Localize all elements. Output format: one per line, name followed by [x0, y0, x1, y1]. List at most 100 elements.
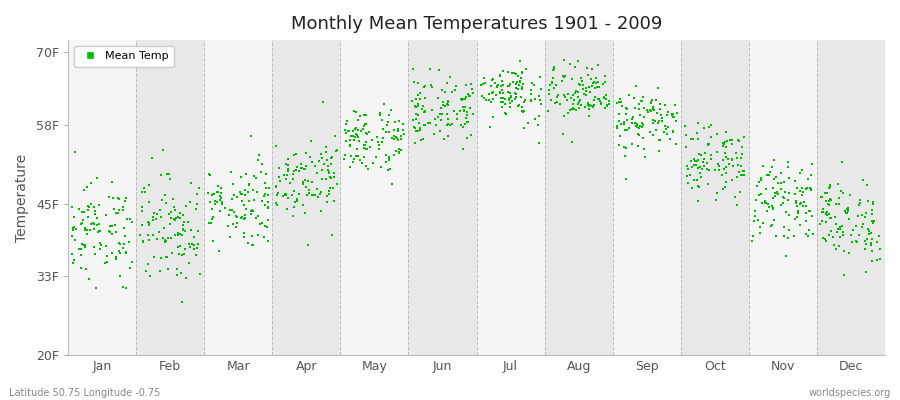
Point: [680, 173, 695, 180]
Bar: [273, 40, 340, 355]
Point: [237, 216, 251, 222]
Point: [190, 244, 204, 251]
Point: [379, 152, 393, 158]
Point: [836, 190, 850, 197]
Point: [716, 186, 731, 192]
Point: [164, 235, 178, 242]
Point: [599, 96, 614, 102]
Bar: [204, 40, 273, 355]
Point: [389, 147, 403, 154]
Point: [821, 201, 835, 207]
Point: [548, 100, 562, 106]
Point: [285, 212, 300, 219]
Point: [799, 184, 814, 191]
Point: [737, 134, 751, 140]
Point: [660, 131, 674, 138]
Point: [299, 184, 313, 190]
Point: [591, 96, 606, 102]
Point: [416, 103, 430, 109]
Point: [689, 158, 704, 164]
Point: [513, 78, 527, 85]
Point: [799, 203, 814, 209]
Point: [250, 156, 265, 163]
Point: [485, 114, 500, 120]
Point: [575, 78, 590, 84]
Point: [93, 228, 107, 234]
Point: [65, 203, 79, 210]
Point: [572, 80, 586, 87]
Point: [182, 260, 196, 266]
Point: [315, 176, 329, 182]
Point: [454, 97, 469, 103]
Point: [147, 210, 161, 216]
Point: [349, 130, 364, 137]
Point: [567, 64, 581, 70]
Point: [766, 206, 780, 212]
Point: [542, 91, 556, 98]
Point: [269, 183, 284, 190]
Point: [235, 191, 249, 198]
Point: [629, 83, 643, 89]
Point: [490, 82, 504, 89]
Point: [678, 122, 692, 129]
Point: [634, 120, 649, 126]
Point: [724, 176, 739, 183]
Point: [780, 196, 795, 203]
Point: [346, 108, 361, 114]
Point: [376, 134, 391, 141]
Point: [136, 238, 150, 245]
Point: [831, 226, 845, 232]
Point: [119, 285, 133, 291]
Point: [581, 106, 596, 113]
Point: [580, 65, 594, 72]
Point: [760, 208, 774, 215]
Point: [459, 115, 473, 121]
Point: [485, 77, 500, 84]
Point: [824, 214, 838, 221]
Point: [769, 190, 783, 196]
Point: [545, 67, 560, 73]
Point: [322, 191, 337, 197]
Point: [156, 235, 170, 241]
Point: [176, 226, 191, 233]
Point: [518, 66, 533, 72]
Point: [568, 90, 582, 97]
Point: [241, 189, 256, 196]
Point: [156, 146, 170, 153]
Point: [234, 215, 248, 222]
Point: [369, 134, 383, 140]
Point: [251, 232, 266, 239]
Point: [204, 220, 219, 226]
Point: [78, 244, 93, 250]
Point: [618, 176, 633, 182]
Point: [168, 207, 183, 214]
Point: [163, 221, 177, 227]
Point: [109, 254, 123, 260]
Point: [560, 96, 574, 103]
Point: [496, 68, 510, 74]
Point: [589, 74, 603, 81]
Point: [700, 160, 715, 166]
Point: [551, 92, 565, 98]
Point: [862, 228, 877, 234]
Point: [484, 90, 499, 97]
Point: [223, 234, 238, 240]
Point: [391, 128, 405, 135]
Point: [308, 192, 322, 198]
Point: [395, 121, 410, 127]
Point: [105, 230, 120, 237]
Point: [577, 90, 591, 97]
Point: [348, 126, 363, 132]
Point: [774, 169, 788, 176]
Point: [763, 169, 778, 176]
Point: [819, 198, 833, 204]
Point: [67, 257, 81, 264]
Point: [67, 224, 81, 230]
Point: [829, 200, 843, 207]
Point: [242, 181, 256, 187]
Point: [436, 99, 450, 105]
Point: [486, 76, 500, 82]
Point: [765, 195, 779, 201]
Point: [356, 145, 371, 151]
Point: [704, 152, 718, 158]
